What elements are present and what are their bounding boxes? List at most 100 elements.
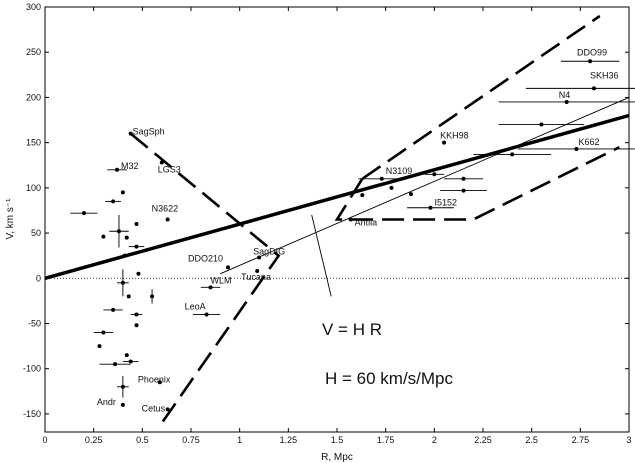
x-tick-label: 2.25: [474, 435, 492, 445]
line-thick-solid: [44, 113, 630, 280]
x-tick-label: 1.25: [280, 435, 298, 445]
y-tick-label: 0: [36, 273, 41, 283]
point-kkh98: [442, 140, 447, 145]
point-ddo99: [588, 59, 593, 64]
label-phoenix: Phoenix: [138, 374, 171, 384]
data-point: [81, 211, 86, 216]
y-tick-label: 200: [26, 92, 41, 102]
data-point: [134, 244, 139, 249]
data-point: [124, 353, 129, 358]
data-point: [113, 362, 118, 367]
label-n3622: N3622: [152, 204, 179, 214]
fit-lines: [44, 14, 630, 424]
data-point: [134, 312, 139, 317]
label-n3109: N3109: [386, 166, 413, 176]
data-point: [134, 323, 139, 328]
data-point: [134, 222, 139, 227]
label-m32: M32: [121, 161, 139, 171]
data-point: [116, 229, 121, 234]
data-point: [136, 271, 141, 276]
data-point: [150, 294, 155, 299]
data-point: [122, 253, 127, 258]
point-labels: DDO99 SKH36 N4 KKH98 K662 N3109 I5152 Antlia Sag…: [97, 47, 619, 413]
x-tick-label: 0.25: [85, 435, 103, 445]
line-thin-solid: [220, 96, 630, 275]
point-antlia: [348, 217, 353, 222]
x-tick-label: 1: [237, 435, 242, 445]
label-sagsph: SagSph: [133, 127, 165, 137]
y-tick-label: 150: [26, 138, 41, 148]
point-andr: [120, 402, 125, 407]
annotation-hubble-constant: H = 60 km/s/Mpc: [325, 369, 454, 388]
point-n3622: [165, 217, 170, 222]
data-point: [408, 192, 413, 197]
point-tucana: [255, 269, 260, 274]
data-point: [111, 307, 116, 312]
data-point: [120, 190, 125, 195]
data-points: [70, 59, 635, 412]
x-tick-label: 0: [42, 435, 47, 445]
data-point: [432, 172, 437, 177]
label-lgs3: LGS3: [158, 165, 181, 175]
x-tick-label: 2.5: [525, 435, 538, 445]
data-point: [120, 280, 125, 285]
data-point: [97, 344, 102, 349]
x-tick-label: 2.75: [572, 435, 590, 445]
y-tick-label: -50: [28, 318, 41, 328]
data-point: [101, 234, 106, 239]
point-leoa: [204, 312, 209, 317]
data-point: [120, 384, 125, 389]
data-point: [360, 193, 365, 198]
annotation-equation: V = H R: [322, 320, 382, 339]
label-tucana: Tucana: [241, 272, 271, 282]
label-i5152: I5152: [434, 198, 457, 208]
y-tick-label: 250: [26, 47, 41, 57]
tick-labels: 0 0.25 0.5 0.75 1 1.25 1.5 1.75 2 2.25 2.5 2.75 3 -15…: [23, 2, 632, 445]
label-skh36: SKH36: [590, 70, 619, 80]
x-tick-label: 1.75: [377, 435, 395, 445]
data-point: [539, 122, 544, 127]
label-ddo99: DDO99: [577, 47, 607, 57]
point-sagdig: [257, 255, 262, 260]
point-i5152: [428, 205, 433, 210]
point-wlm: [208, 285, 213, 290]
x-tick-label: 2: [432, 435, 437, 445]
x-tick-label: 0.75: [182, 435, 200, 445]
point-ddo210: [225, 265, 230, 270]
point-cetus: [165, 407, 170, 412]
x-tick-label: 0.5: [136, 435, 149, 445]
point-skh36: [591, 86, 596, 91]
line-dashed: [129, 132, 281, 424]
y-tick-label: 50: [31, 228, 41, 238]
y-tick-label: -100: [23, 364, 41, 374]
point-phoenix: [157, 380, 162, 385]
label-antlia: Antlia: [355, 218, 378, 228]
label-ddo210: DDO210: [188, 253, 223, 263]
point-n4: [564, 99, 569, 104]
data-point: [126, 294, 131, 299]
point-m32: [115, 167, 120, 172]
point-k662: [574, 146, 579, 151]
line-thin-solid: [311, 214, 332, 297]
point-sagsph: [128, 131, 133, 136]
x-axis-label: R, Mpc: [321, 452, 353, 463]
label-sagdig: SagDIG: [253, 246, 285, 256]
label-k662: K662: [578, 137, 599, 147]
data-point: [461, 176, 466, 181]
data-point: [124, 235, 129, 240]
data-point: [111, 199, 116, 204]
label-n4: N4: [559, 90, 571, 100]
data-point: [389, 185, 394, 190]
point-lgs3: [159, 160, 164, 165]
label-leoa: LeoA: [185, 301, 206, 311]
data-point: [461, 188, 466, 193]
label-wlm: WLM: [210, 275, 231, 285]
x-tick-label: 3: [626, 435, 631, 445]
x-tick-label: 1.5: [331, 435, 344, 445]
y-axis-label: V, km s⁻¹: [5, 198, 16, 240]
label-andr: Andr: [97, 397, 116, 407]
line-dashed: [334, 146, 620, 221]
label-kkh98: KKH98: [440, 131, 469, 141]
line-dashed: [361, 14, 601, 180]
